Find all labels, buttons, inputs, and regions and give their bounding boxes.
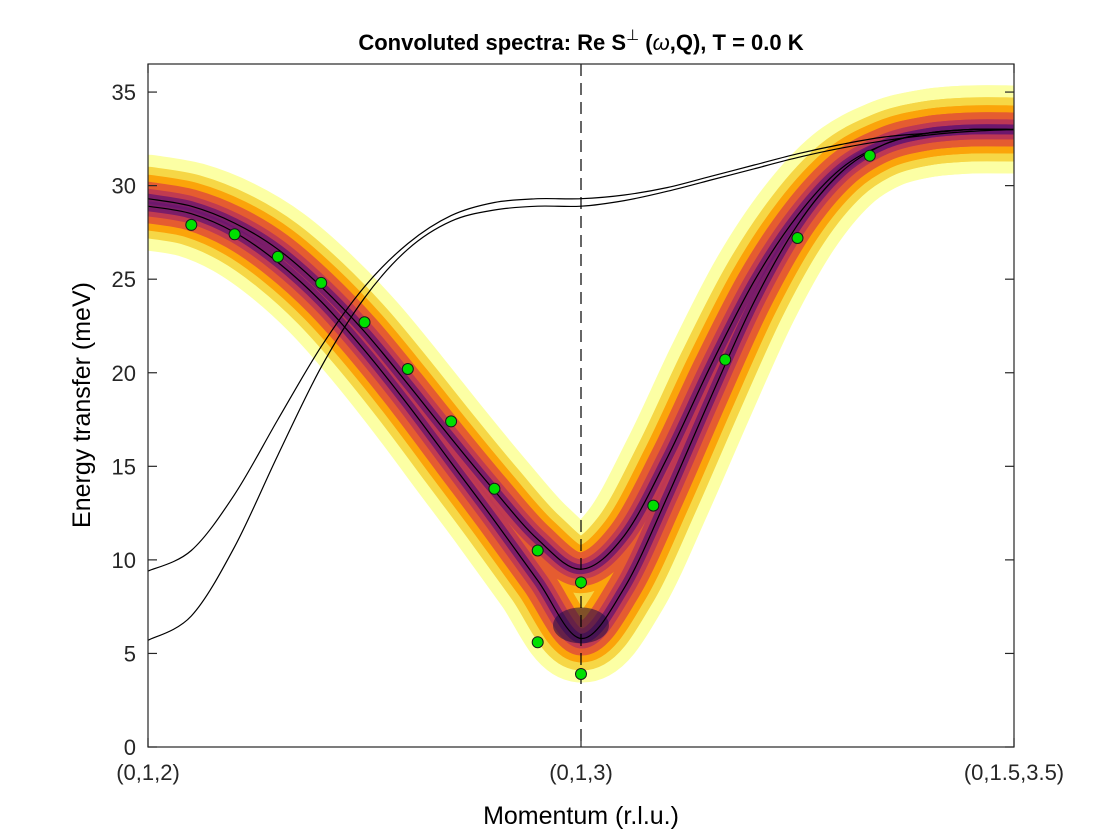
x-tick-label: (0,1,2) xyxy=(116,760,180,785)
y-tick-label: 10 xyxy=(112,548,136,573)
data-point xyxy=(575,576,587,589)
dispersion-curve-2 xyxy=(148,128,1014,572)
data-point xyxy=(791,232,804,245)
data-point xyxy=(488,482,501,495)
data-point xyxy=(228,228,241,241)
x-tick-label: (0,1.5,3.5) xyxy=(964,760,1064,785)
y-tick-label: 30 xyxy=(112,174,136,199)
data-point xyxy=(647,499,660,512)
dispersion-curve-3 xyxy=(148,128,1014,641)
y-axis-label: Energy transfer (meV) xyxy=(68,282,96,528)
data-point xyxy=(445,415,458,428)
x-axis-label: Momentum (r.l.u.) xyxy=(483,802,679,830)
data-point xyxy=(575,668,587,681)
y-tick-label: 5 xyxy=(124,641,136,666)
data-point xyxy=(185,218,198,231)
y-tick-label: 0 xyxy=(124,735,136,760)
data-point xyxy=(531,544,544,557)
dispersion-curves xyxy=(148,128,1014,641)
x-tick-label: (0,1,3) xyxy=(549,760,613,785)
data-point xyxy=(531,636,544,649)
chart-title: Convoluted spectra: Re S⊥ (ω,Q), T = 0.0… xyxy=(358,27,803,55)
data-point xyxy=(401,363,414,376)
data-points xyxy=(185,149,876,681)
y-tick-label: 25 xyxy=(112,267,136,292)
y-tick-label: 35 xyxy=(112,80,136,105)
dispersion-curve-1 xyxy=(148,128,1014,640)
data-point xyxy=(315,276,328,289)
dispersion-curve-0 xyxy=(148,128,1014,570)
data-point xyxy=(271,250,284,263)
x-axis-ticks: (0,1,2) (0,1,3) (0,1.5,3.5) xyxy=(116,64,1064,785)
data-point xyxy=(358,316,371,329)
data-point xyxy=(719,353,732,366)
y-tick-label: 15 xyxy=(112,454,136,479)
y-axis-ticks: 0 5 10 15 20 25 30 35 xyxy=(112,80,1014,760)
y-tick-label: 20 xyxy=(112,361,136,386)
data-point xyxy=(863,149,876,162)
plot-area xyxy=(148,64,1014,747)
